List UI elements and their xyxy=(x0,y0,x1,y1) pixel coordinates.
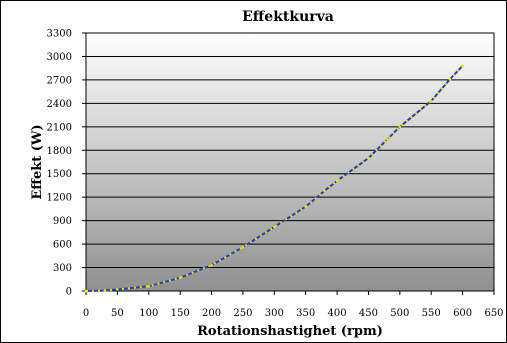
x-tick-label: 500 xyxy=(390,308,409,319)
y-tick-label: 600 xyxy=(53,240,72,251)
data-point xyxy=(461,64,464,68)
data-point xyxy=(147,285,151,288)
tick-labels: 0300600900120015001800210024002700300033… xyxy=(47,29,504,320)
y-axis-label: Effekt (W) xyxy=(30,124,45,199)
y-tick-label: 300 xyxy=(53,263,72,274)
data-point xyxy=(398,125,402,129)
plot-area xyxy=(85,32,495,292)
data-point xyxy=(116,288,119,291)
x-tick-label: 400 xyxy=(328,308,347,319)
gridlines xyxy=(82,32,495,295)
x-tick-label: 350 xyxy=(296,308,315,319)
x-tick-label: 150 xyxy=(171,308,190,319)
x-tick-label: 300 xyxy=(265,308,284,319)
x-tick-label: 650 xyxy=(484,308,503,319)
x-tick-label: 250 xyxy=(233,308,252,319)
y-tick-label: 3300 xyxy=(47,29,72,40)
y-tick-label: 3000 xyxy=(47,52,72,63)
data-point xyxy=(84,289,88,293)
y-tick-label: 2700 xyxy=(47,75,72,86)
y-tick-label: 1500 xyxy=(47,169,72,180)
y-tick-label: 1800 xyxy=(47,146,72,157)
x-tick-label: 100 xyxy=(139,308,158,319)
data-point xyxy=(429,99,433,103)
y-tick-label: 1200 xyxy=(47,193,72,204)
data-point xyxy=(178,276,182,280)
y-tick-label: 2100 xyxy=(47,122,72,133)
data-point xyxy=(448,77,452,81)
y-tick-label: 2400 xyxy=(47,99,72,110)
x-axis-label: Rotationshastighet (rpm) xyxy=(197,324,383,339)
y-tick-label: 0 xyxy=(66,287,72,298)
y-tick-label: 900 xyxy=(53,216,72,227)
data-point xyxy=(103,289,107,292)
x-tick-label: 0 xyxy=(83,308,89,319)
data-point xyxy=(273,225,276,229)
x-tick-label: 550 xyxy=(422,308,441,319)
series-group xyxy=(84,64,464,293)
x-tick-label: 600 xyxy=(453,308,472,319)
data-point xyxy=(385,138,389,141)
data-point xyxy=(241,245,245,249)
x-tick-label: 450 xyxy=(359,308,378,319)
data-point xyxy=(323,189,326,193)
data-point xyxy=(367,156,370,160)
data-point xyxy=(210,263,213,267)
data-point xyxy=(335,179,339,183)
x-tick-label: 50 xyxy=(111,308,124,319)
data-point xyxy=(304,205,307,208)
chart-title: Effektkurva xyxy=(242,9,334,25)
x-tick-label: 200 xyxy=(202,308,221,319)
